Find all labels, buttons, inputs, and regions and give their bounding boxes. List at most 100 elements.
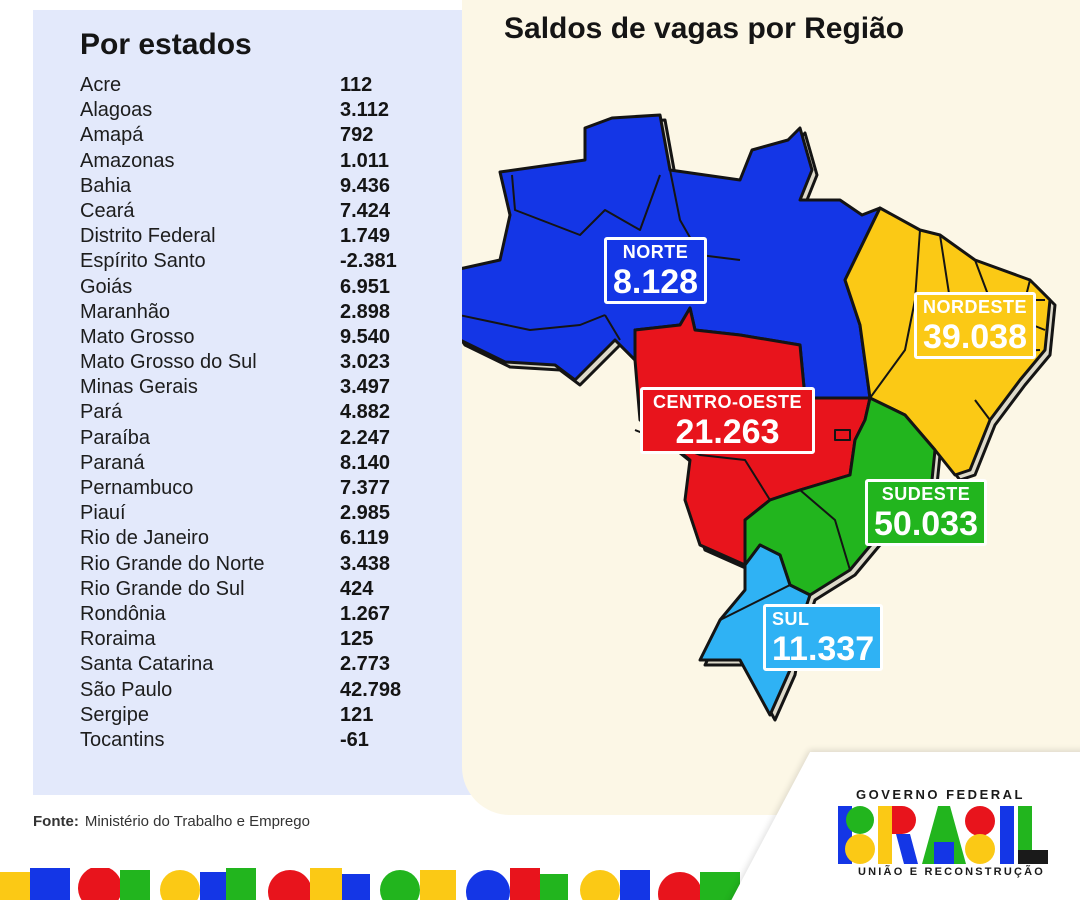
state-row: Mato Grosso do Sul 3.023: [80, 350, 480, 375]
state-name: Sergipe: [80, 703, 149, 726]
state-row: Alagoas 3.112: [80, 98, 480, 123]
state-value: 8.140: [340, 451, 391, 474]
state-name: Acre: [80, 74, 122, 96]
state-name: Maranhão: [80, 300, 171, 323]
state-value: 3.438: [340, 552, 391, 575]
state-name: Alagoas: [80, 99, 153, 122]
states-panel: Por estados Acre 112 Alagoas 3.112 Amapá 792 A…: [33, 10, 473, 795]
state-value: 121: [340, 703, 374, 726]
state-row: Goiás 6.951: [80, 275, 480, 300]
map-panel: Saldos de vagas por Região: [462, 0, 1080, 815]
state-value: 6.119: [340, 527, 389, 550]
state-row: Pernambuco 7.377: [80, 476, 480, 501]
state-value: 6.951: [340, 275, 391, 298]
state-name: Rio Grande do Norte: [80, 552, 265, 575]
state-value: 2.247: [340, 426, 391, 449]
state-value: 3.497: [340, 376, 391, 399]
state-value: -61: [340, 728, 369, 751]
state-value: 2.773: [340, 653, 391, 676]
region-label-centro-oeste: CENTRO-OESTE 21.263: [640, 387, 816, 454]
region-name: SUDESTE: [881, 484, 971, 504]
state-name: Amazonas: [80, 149, 175, 172]
state-row: Espírito Santo -2.381: [80, 249, 480, 274]
state-value: 7.377: [340, 477, 391, 499]
state-name: Mato Grosso do Sul: [80, 351, 257, 374]
state-row: Roraima 125: [80, 627, 480, 652]
state-name: Santa Catarina: [80, 653, 214, 676]
state-value: 9.540: [340, 325, 391, 348]
state-row: Distrito Federal 1.749: [80, 224, 480, 249]
state-row: Maranhão 2.898: [80, 300, 480, 325]
states-list: Acre 112 Alagoas 3.112 Amapá 792 Amazonas 1.011…: [80, 73, 480, 753]
state-row: Rio Grande do Norte 3.438: [80, 552, 480, 577]
state-value: 7.424: [340, 199, 391, 222]
state-name: Pernambuco: [80, 477, 194, 499]
decorative-color-strip: [0, 868, 740, 900]
source-text: Ministério do Trabalho e Emprego: [84, 813, 310, 830]
state-value: 3.023: [340, 351, 391, 374]
state-name: Goiás: [80, 275, 133, 298]
state-row: Paraná 8.140: [80, 451, 480, 476]
state-name: Minas Gerais: [80, 376, 198, 399]
brasil-wordmark-logo: [838, 806, 1048, 864]
state-row: Sergipe 121: [80, 703, 480, 728]
state-name: Mato Grosso: [80, 325, 195, 348]
state-value: 125: [340, 628, 374, 651]
state-value: 1.011: [340, 149, 389, 172]
state-row: Santa Catarina 2.773: [80, 652, 480, 677]
region-value: 8.128: [613, 263, 699, 301]
map-title: Saldos de vagas por Região: [504, 12, 905, 45]
state-row: Piauí 2.985: [80, 501, 480, 526]
state-value: 1.267: [340, 602, 391, 625]
state-row: Pará 4.882: [80, 400, 480, 425]
state-row: Rio de Janeiro 6.119: [80, 526, 480, 551]
state-value: 3.112: [340, 99, 389, 122]
region-value: 21.263: [675, 413, 780, 451]
state-name: Roraima: [80, 628, 156, 651]
state-value: 792: [340, 124, 374, 147]
state-row: Rio Grande do Sul 424: [80, 577, 480, 602]
state-row: Rondônia 1.267: [80, 602, 480, 627]
state-name: Rio de Janeiro: [80, 527, 209, 550]
region-value: 11.337: [772, 630, 875, 668]
state-row: Ceará 7.424: [80, 199, 480, 224]
state-name: Amapá: [80, 124, 144, 147]
state-name: Bahia: [80, 174, 132, 197]
state-name: Piauí: [80, 502, 126, 525]
state-name: Paraná: [80, 451, 145, 474]
state-value: 9.436: [340, 174, 391, 197]
state-value: 2.898: [340, 300, 391, 323]
state-value: -2.381: [340, 250, 397, 273]
region-label-sudeste: SUDESTE 50.033: [865, 479, 987, 546]
state-name: Paraíba: [80, 426, 151, 449]
region-name: NORTE: [622, 242, 689, 262]
region-name: NORDESTE: [923, 297, 1028, 317]
source-label: Fonte:: [33, 813, 79, 830]
state-value: 2.985: [340, 502, 391, 525]
state-row: Amapá 792: [80, 123, 480, 148]
state-value: 42.798: [340, 678, 402, 701]
state-name: Espírito Santo: [80, 250, 206, 273]
logo-top-text: GOVERNO FEDERAL: [856, 787, 1025, 802]
state-row: Acre 112: [80, 73, 480, 98]
state-name: São Paulo: [80, 678, 173, 701]
state-value: 1.749: [340, 225, 391, 248]
logo-bottom-text: UNIÃO E RECONSTRUÇÃO: [858, 866, 1046, 878]
state-row: Mato Grosso 9.540: [80, 325, 480, 350]
region-label-nordeste: NORDESTE 39.038: [914, 292, 1037, 359]
state-row: Paraíba 2.247: [80, 426, 480, 451]
region-label-norte: NORTE 8.128: [604, 237, 708, 304]
state-name: Rondônia: [80, 602, 166, 625]
state-name: Tocantins: [80, 728, 165, 751]
state-value: 4.882: [340, 401, 391, 424]
states-panel-title: Por estados: [80, 28, 252, 61]
state-name: Distrito Federal: [80, 225, 216, 248]
state-name: Pará: [80, 401, 123, 424]
state-name: Rio Grande do Sul: [80, 577, 245, 600]
state-value: 112: [340, 74, 373, 96]
state-row: Tocantins -61: [80, 728, 480, 753]
source-note: Fonte: Ministério do Trabalho e Emprego: [33, 813, 310, 830]
region-name: SUL: [772, 609, 810, 629]
state-name: Ceará: [80, 199, 135, 222]
state-row: São Paulo 42.798: [80, 678, 480, 703]
